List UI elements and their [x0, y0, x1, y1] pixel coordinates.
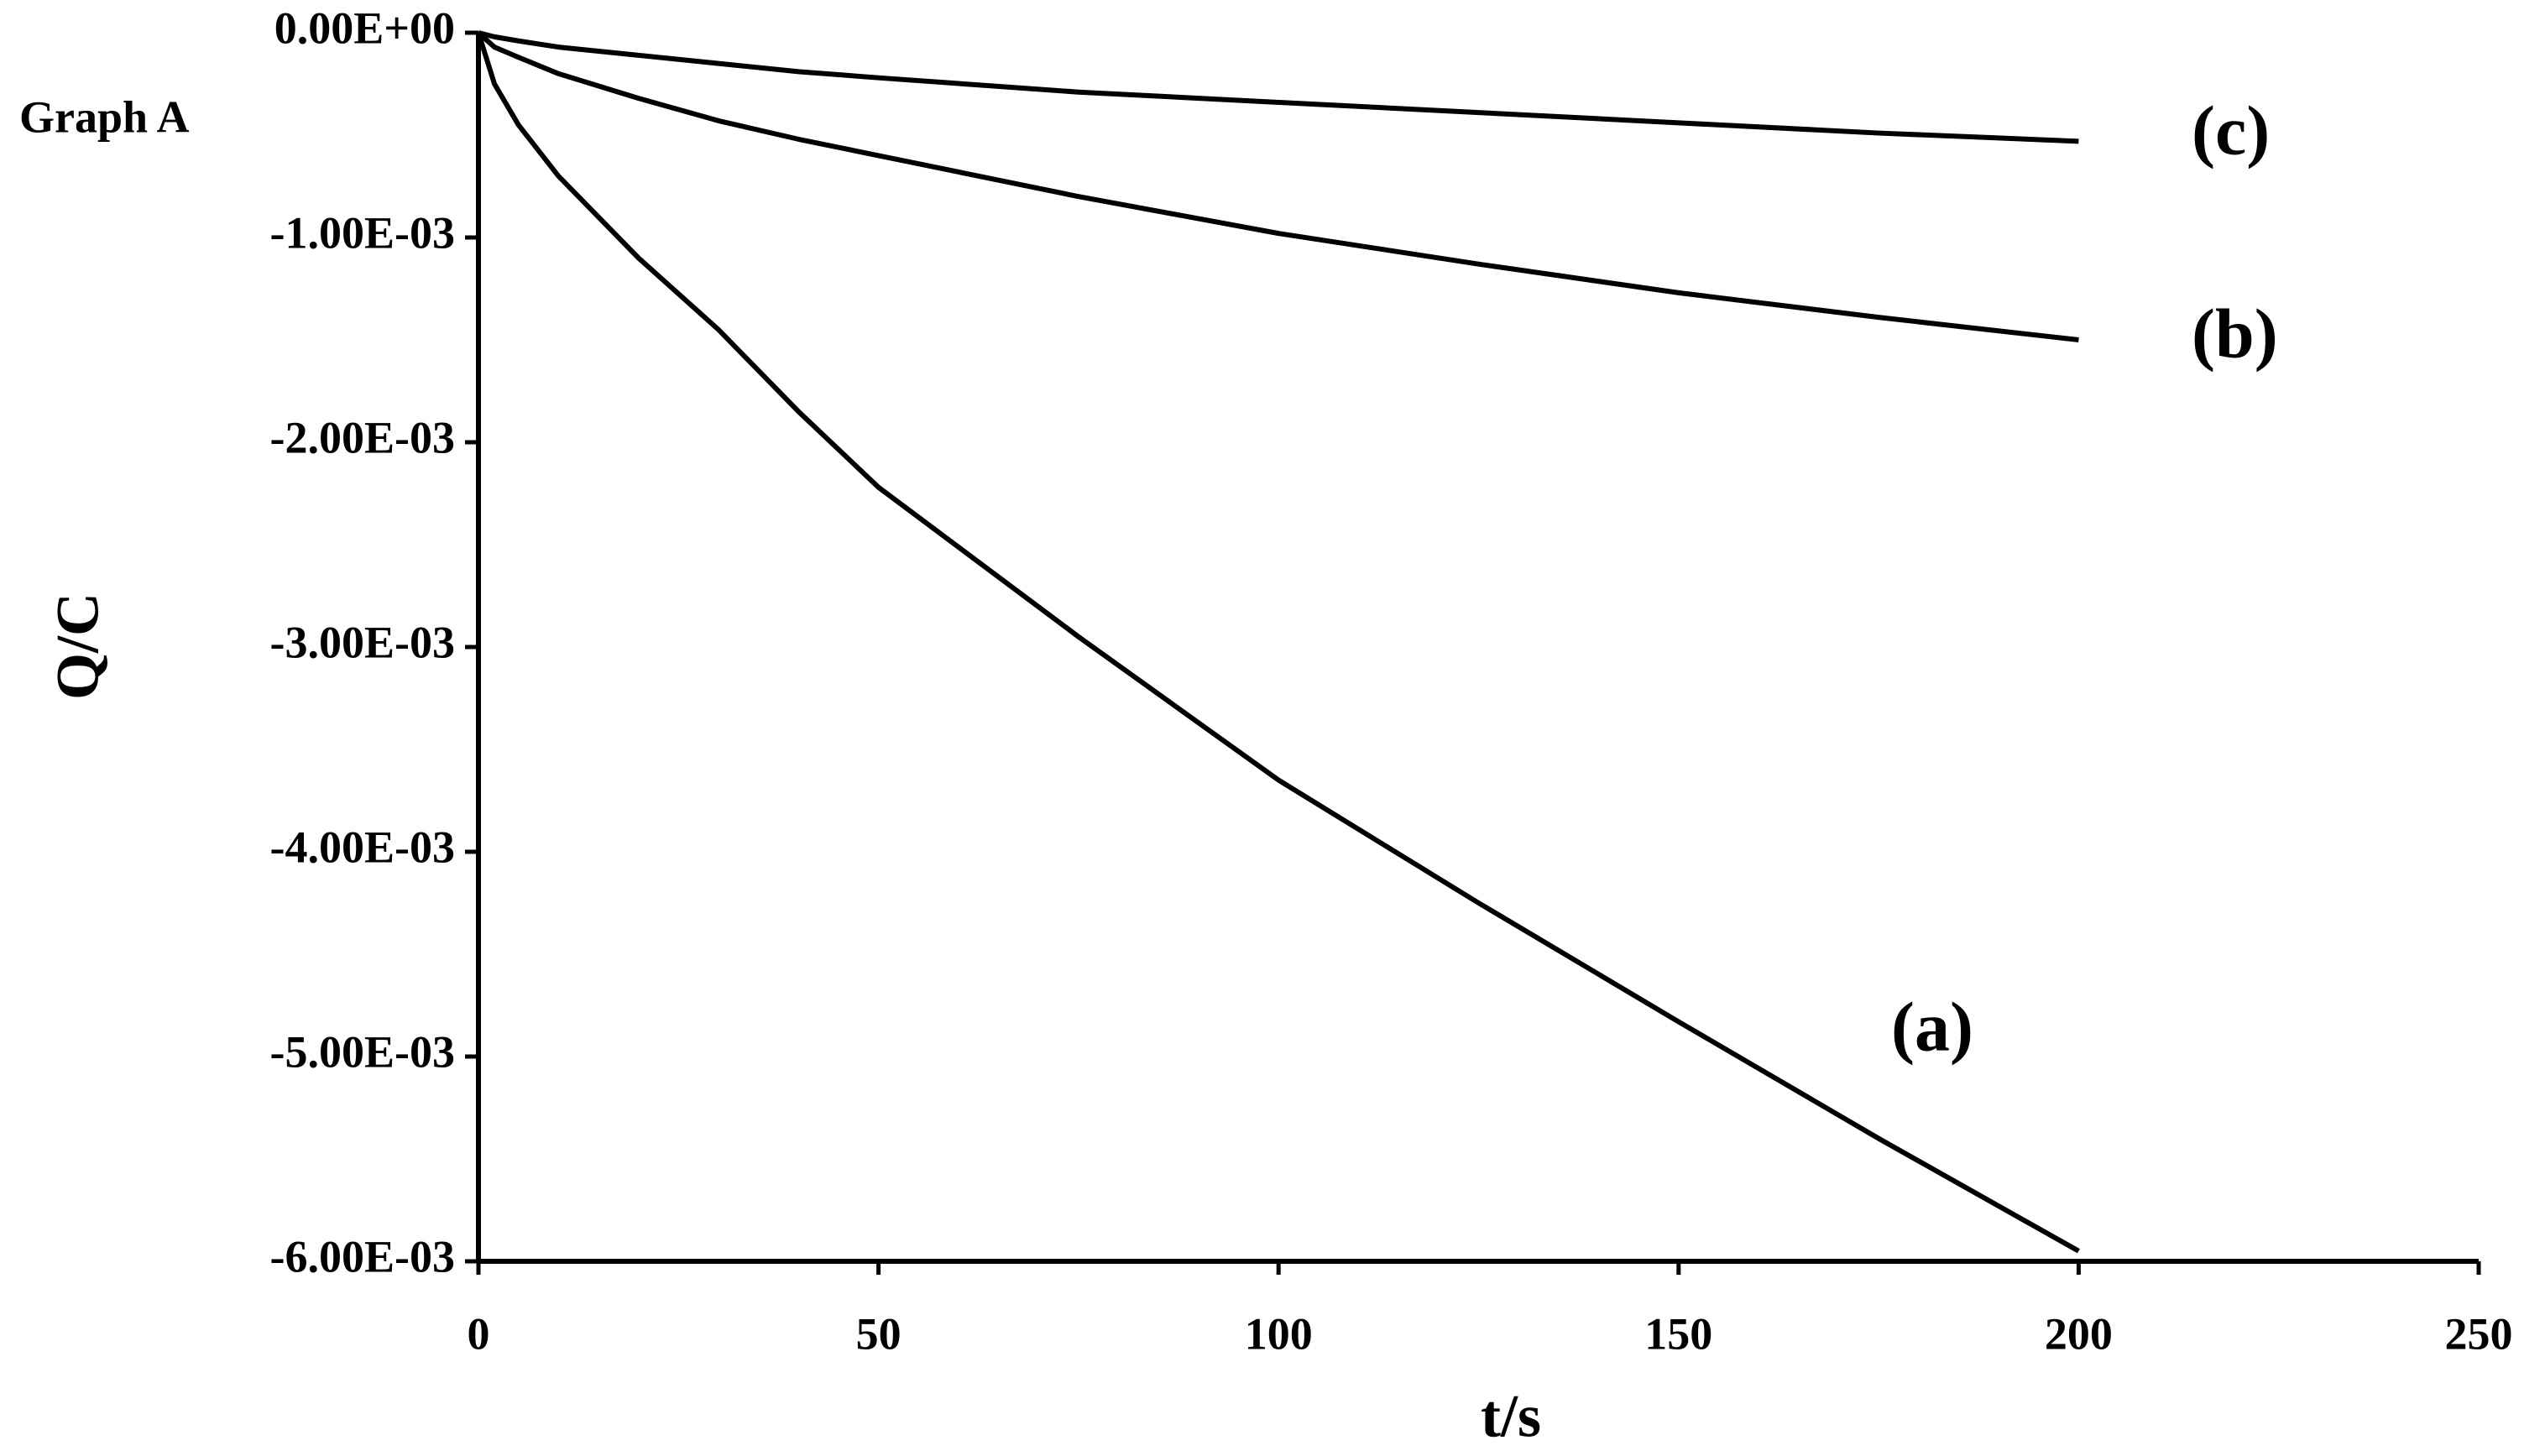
series-label: (a): [1891, 988, 1973, 1066]
x-tick-label: 150: [1644, 1308, 1712, 1359]
y-tick-label: -3.00E-03: [270, 617, 455, 667]
series-line: [476, 32, 2080, 1254]
series-line: [478, 30, 2079, 144]
x-tick-label: 250: [2445, 1308, 2513, 1359]
y-tick-label: -6.00E-03: [270, 1231, 455, 1281]
y-tick-label: -2.00E-03: [270, 412, 455, 462]
y-tick-label: 0.00E+00: [274, 3, 455, 53]
x-tick-label: 50: [856, 1308, 901, 1359]
series-label: (b): [2192, 295, 2278, 373]
series-label: (c): [2192, 91, 2270, 170]
series-line: [476, 30, 2079, 342]
x-tick-label: 0: [468, 1308, 490, 1359]
x-axis-title: t/s: [1481, 1383, 1541, 1450]
graph-label: Graph A: [19, 91, 190, 142]
y-axis-title: Q/C: [44, 592, 112, 700]
y-tick-label: -5.00E-03: [270, 1026, 455, 1077]
x-tick-label: 200: [2045, 1308, 2113, 1359]
y-tick-label: -4.00E-03: [270, 822, 455, 872]
y-tick-label: -1.00E-03: [270, 207, 455, 258]
x-tick-label: 100: [1245, 1308, 1313, 1359]
